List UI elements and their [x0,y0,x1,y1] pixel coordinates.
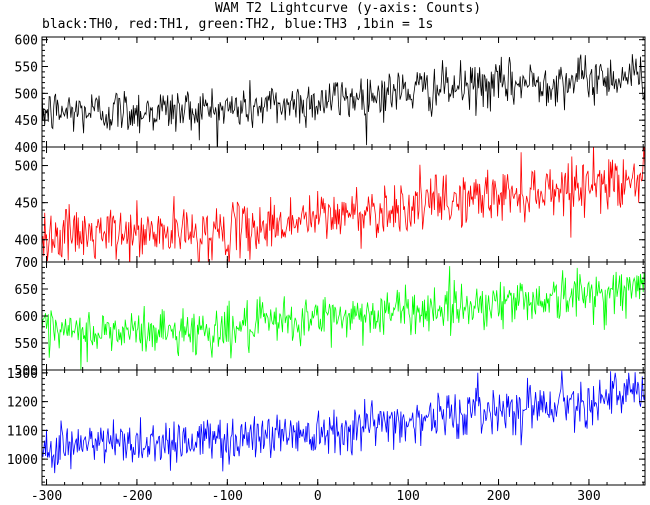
chart-panels: 400 450 500 550 600 400 450 500 500 550 600 650 700 1… [7,34,646,486]
series-line-th0 [42,54,645,147]
x-tick-label: 0 [314,489,322,504]
y-tick-label: 450 [15,114,38,129]
series-line-th3 [42,370,645,474]
x-axis: -300 -200 -100 0 100 200 300 [31,489,601,504]
chart-subtitle: black:TH0, red:TH1, green:TH2, blue:TH3 … [42,17,433,32]
y-tick-label: 400 [15,141,38,156]
y-tick-label: 500 [15,87,38,102]
y-tick-label: 550 [15,337,38,352]
x-tick-label: 200 [487,489,510,504]
x-tick-label: -300 [31,489,62,504]
series-line-th1 [42,147,645,262]
y-tick-label: 600 [15,310,38,325]
y-tick-label: 650 [15,283,38,298]
panel-th0: 400 450 500 550 600 [15,34,646,156]
panel-th2: 500 550 600 650 700 [15,256,646,379]
y-tick-label: 400 [15,234,38,249]
y-tick-label: 500 [15,160,38,175]
y-tick-label: 550 [15,61,38,76]
series-line-th2 [42,266,645,370]
chart-title: WAM T2 Lightcurve (y-axis: Counts) [215,1,481,16]
y-tick-label: 1100 [7,424,38,439]
x-tick-label: 300 [577,489,600,504]
y-tick-label: 700 [15,256,38,271]
y-tick-label: 450 [15,197,38,212]
y-tick-label: 1300 [7,367,38,382]
panel-frame [41,261,646,371]
panel-th3: 1000 1100 1200 1300 [7,367,646,486]
y-tick-label: 600 [15,34,38,49]
y-tick-label: 1000 [7,453,38,468]
x-tick-label: 100 [396,489,419,504]
y-tick-label: 500 [15,364,38,379]
x-tick-label: -100 [212,489,243,504]
x-tick-label: -200 [121,489,152,504]
panel-frame [41,369,646,486]
y-tick-label: 1200 [7,396,38,411]
panel-th1: 400 450 500 [15,146,646,263]
